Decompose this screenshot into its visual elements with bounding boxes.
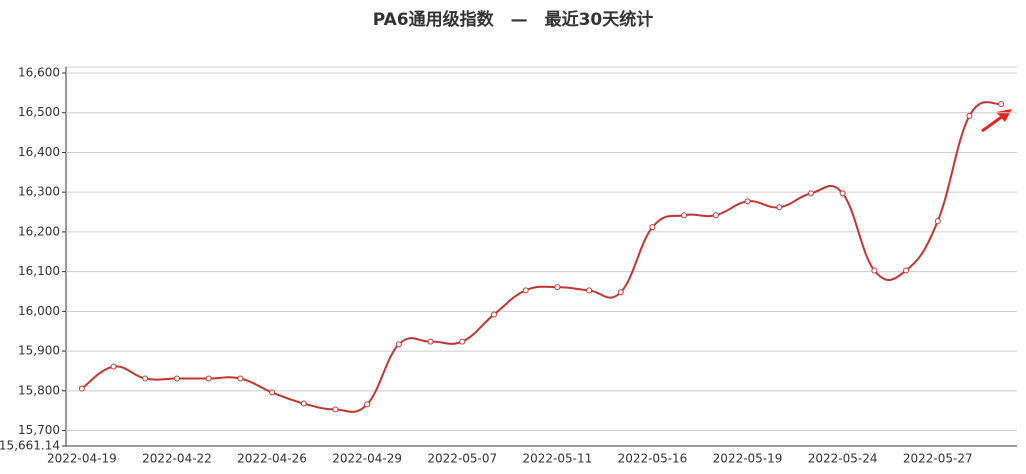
y-tick-label: 15,800 xyxy=(18,383,60,397)
line xyxy=(81,101,1002,413)
point xyxy=(237,375,244,382)
point xyxy=(807,190,814,197)
point xyxy=(966,112,973,119)
y-tick-label: 16,100 xyxy=(18,264,60,278)
point xyxy=(744,198,751,205)
x-tick-label: 2022-05-11 xyxy=(522,452,592,466)
point xyxy=(522,287,529,294)
y-tick-label: 16,500 xyxy=(18,105,60,119)
x-tick-label: 2022-05-16 xyxy=(618,452,688,466)
point xyxy=(300,400,307,407)
point xyxy=(934,218,941,225)
x-tick-label: 2022-05-27 xyxy=(903,452,973,466)
point xyxy=(871,267,878,274)
x-tick-label: 2022-04-26 xyxy=(237,452,307,466)
y-tick-label: 16,200 xyxy=(18,224,60,238)
point xyxy=(776,204,783,211)
point xyxy=(649,224,656,231)
x-tick-label: 2022-05-19 xyxy=(713,452,783,466)
y-tick-label: 15,900 xyxy=(18,344,60,358)
x-tick-label: 2022-05-24 xyxy=(808,452,878,466)
y-tick-label: 15,700 xyxy=(18,423,60,437)
point xyxy=(332,406,339,413)
y-tick-label: 16,000 xyxy=(18,304,60,318)
point xyxy=(839,190,846,197)
point xyxy=(395,341,402,348)
point xyxy=(427,338,434,345)
point xyxy=(554,284,561,291)
point xyxy=(903,267,910,274)
point xyxy=(586,287,593,294)
x-tick-label: 2022-05-07 xyxy=(427,452,497,466)
x-tick-label: 2022-04-19 xyxy=(47,452,117,466)
point xyxy=(712,212,719,219)
y-tick-label: 15,661.14 xyxy=(0,439,60,453)
x-tick-label: 2022-04-29 xyxy=(332,452,402,466)
point xyxy=(173,375,180,382)
y-tick-label: 16,300 xyxy=(18,185,60,199)
point xyxy=(269,389,276,396)
point xyxy=(142,375,149,382)
point xyxy=(617,289,624,296)
x-tick-label: 2022-04-22 xyxy=(142,452,212,466)
point xyxy=(364,401,371,408)
point xyxy=(78,385,85,392)
point xyxy=(490,311,497,318)
point xyxy=(110,363,117,370)
point xyxy=(998,100,1005,107)
point xyxy=(681,212,688,219)
point xyxy=(459,338,466,345)
y-tick-label: 16,600 xyxy=(18,66,60,80)
chart-title: PA6通用级指数 — 最近30天统计 xyxy=(373,9,654,30)
y-tick-label: 16,400 xyxy=(18,145,60,159)
point xyxy=(205,375,212,382)
